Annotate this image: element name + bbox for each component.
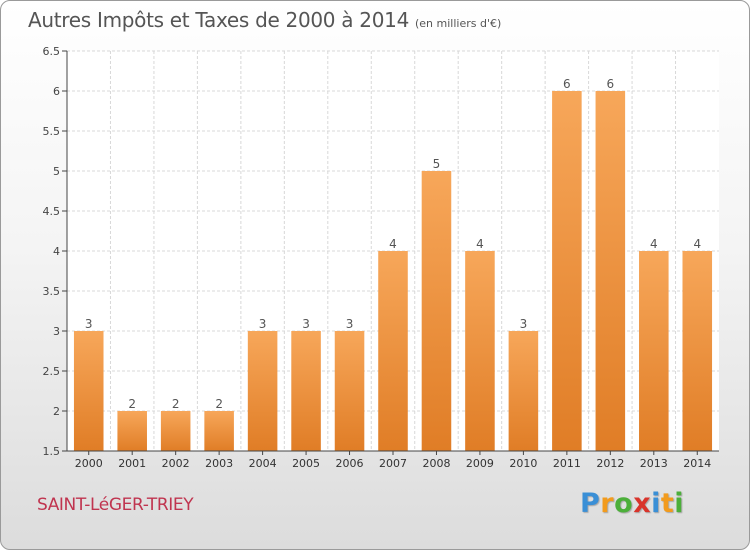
y-tick-label: 3.5 — [43, 285, 61, 298]
logo-letter: P — [580, 488, 601, 519]
data-label-2012: 6 — [607, 77, 615, 91]
y-tick-label: 2 — [53, 405, 60, 418]
y-tick-label: 6.5 — [43, 45, 61, 58]
bar-2003 — [204, 411, 234, 451]
bar-2005 — [291, 331, 321, 451]
x-tick-label-2005: 2005 — [292, 457, 320, 470]
data-label-2011: 6 — [563, 77, 571, 91]
y-tick-label: 6 — [53, 85, 60, 98]
bar-2012 — [595, 91, 626, 451]
chart-unit: (en milliers d'€) — [415, 17, 502, 30]
bar-2010 — [508, 331, 539, 451]
data-label-2004: 3 — [259, 317, 267, 331]
bar-2013 — [639, 251, 669, 451]
data-label-2010: 3 — [520, 317, 528, 331]
x-tick-label-2007: 2007 — [379, 457, 407, 470]
bar-2009 — [465, 251, 495, 451]
logo-letter: t — [660, 488, 675, 519]
bar-2007 — [378, 251, 408, 451]
data-label-2000: 3 — [85, 317, 93, 331]
x-tick-label-2010: 2010 — [509, 457, 537, 470]
x-tick-label-2004: 2004 — [249, 457, 277, 470]
bar-2002 — [160, 411, 191, 451]
bar-2000 — [73, 331, 104, 451]
location-name: SAINT-LéGER-TRIEY — [37, 495, 194, 515]
bar-2014 — [682, 251, 713, 451]
x-tick-label-2014: 2014 — [683, 457, 711, 470]
x-tick-label-2011: 2011 — [553, 457, 581, 470]
logo-letter: x — [633, 488, 652, 519]
x-tick-label-2003: 2003 — [205, 457, 233, 470]
data-label-2013: 4 — [650, 237, 658, 251]
y-tick-label: 5.5 — [43, 125, 61, 138]
y-tick-label: 3 — [53, 325, 60, 338]
data-label-2007: 4 — [389, 237, 397, 251]
data-label-2008: 5 — [433, 157, 441, 171]
bar-2006 — [334, 331, 365, 451]
bar-2001 — [117, 411, 147, 451]
y-tick-label: 1.5 — [43, 445, 61, 458]
data-label-2005: 3 — [302, 317, 310, 331]
data-label-2001: 2 — [128, 397, 136, 411]
logo-letter: o — [614, 488, 634, 519]
data-label-2009: 4 — [476, 237, 484, 251]
bar-2004 — [247, 331, 278, 451]
logo-letter: i — [674, 488, 685, 519]
bar-2008 — [421, 171, 452, 451]
chart-title: Autres Impôts et Taxes de 2000 à 2014 (en… — [28, 8, 501, 32]
x-tick-label-2009: 2009 — [466, 457, 494, 470]
logo-letter: r — [600, 488, 615, 519]
proxiti-logo: Proxiti — [580, 488, 684, 519]
x-tick-label-2001: 2001 — [118, 457, 146, 470]
y-tick-label: 5 — [53, 165, 60, 178]
x-tick-label-2012: 2012 — [596, 457, 624, 470]
x-tick-label-2000: 2000 — [75, 457, 103, 470]
data-label-2006: 3 — [346, 317, 354, 331]
x-tick-label-2002: 2002 — [162, 457, 190, 470]
x-tick-label-2013: 2013 — [640, 457, 668, 470]
data-label-2014: 4 — [693, 237, 701, 251]
x-tick-label-2006: 2006 — [336, 457, 364, 470]
y-tick-label: 2.5 — [43, 365, 61, 378]
data-label-2003: 2 — [215, 397, 223, 411]
logo-letter: i — [651, 488, 661, 519]
y-tick-label: 4 — [53, 245, 60, 258]
data-label-2002: 2 — [172, 397, 180, 411]
y-tick-label: 4.5 — [43, 205, 61, 218]
x-tick-label-2008: 2008 — [422, 457, 450, 470]
bar-2011 — [552, 91, 582, 451]
chart-title-text: Autres Impôts et Taxes de 2000 à 2014 — [28, 8, 409, 32]
